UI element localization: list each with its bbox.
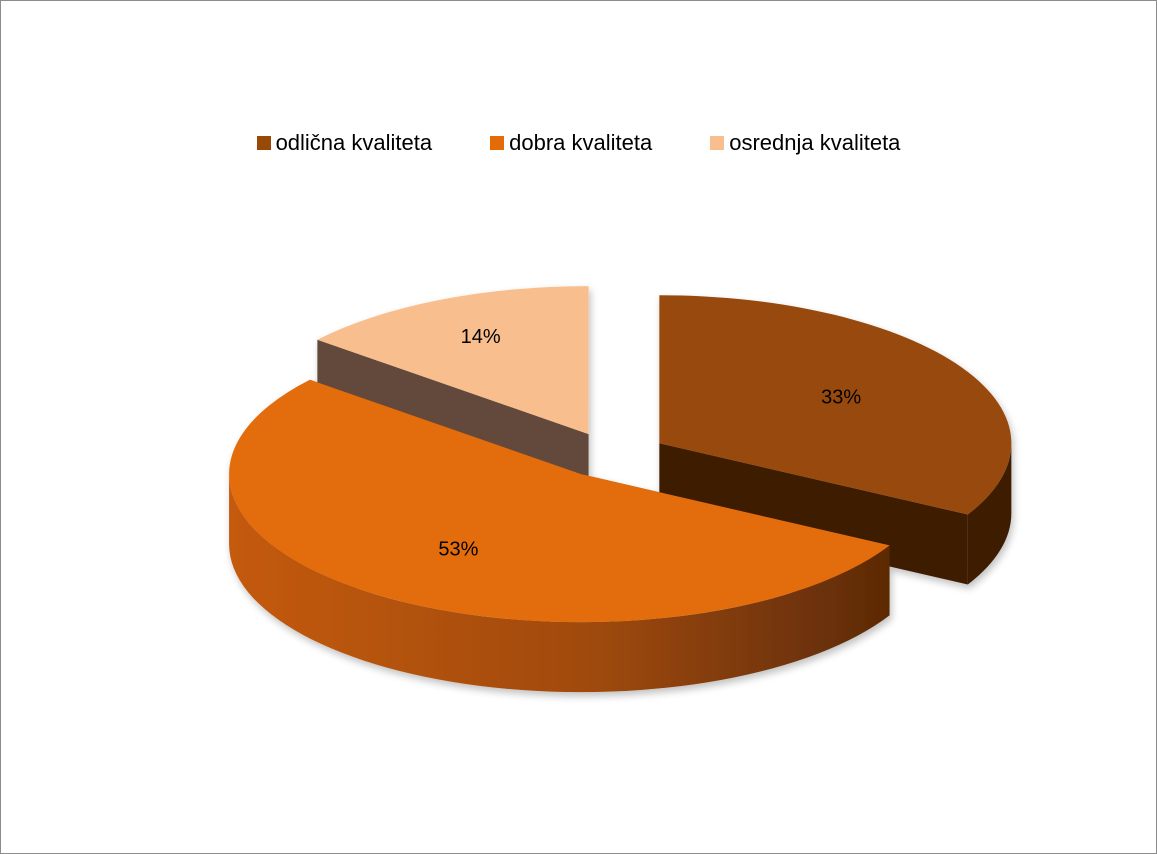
slice-top-osrednja xyxy=(317,286,589,435)
legend-item-osrednja: osrednja kvaliteta xyxy=(710,130,900,156)
data-label-odlicna: 33% xyxy=(821,386,861,408)
slice-top-dobra xyxy=(229,379,890,623)
legend-swatch-odlicna xyxy=(256,136,271,150)
legend-swatch-dobra xyxy=(490,136,505,150)
slice-wall-odlicna-end xyxy=(659,443,968,585)
legend-swatch-osrednja xyxy=(710,136,725,150)
slice-top-odlicna xyxy=(659,295,1012,515)
legend-label-osrednja: osrednja kvaliteta xyxy=(729,130,901,155)
chart-legend: odlična kvaliteta dobra kvaliteta osredn… xyxy=(0,128,1157,158)
pie-slice-odlicna xyxy=(659,295,1012,585)
pie-slice-dobra xyxy=(229,379,890,693)
legend-label-odlicna: odlična kvaliteta xyxy=(275,130,433,155)
slice-side-odlicna xyxy=(967,443,1012,585)
data-label-osrednja: 14% xyxy=(461,326,501,348)
data-label-dobra: 53% xyxy=(438,538,478,560)
legend-label-dobra: dobra kvaliteta xyxy=(509,130,653,155)
slice-side-dobra xyxy=(229,474,890,693)
legend-item-dobra: dobra kvaliteta xyxy=(490,130,652,156)
legend-item-odlicna: odlična kvaliteta xyxy=(256,130,433,156)
